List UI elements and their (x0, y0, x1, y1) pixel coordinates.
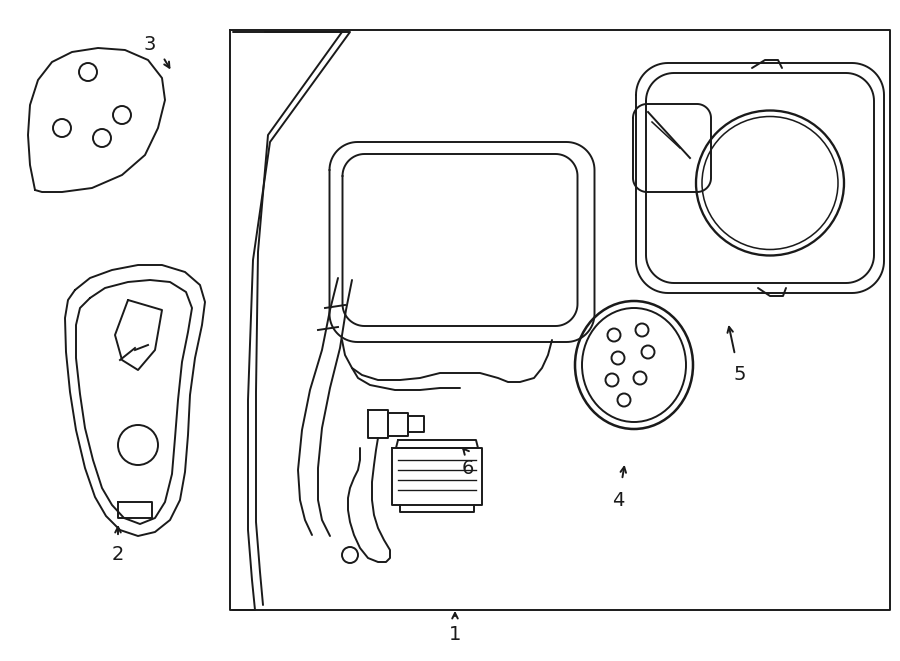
Text: 1: 1 (449, 625, 461, 644)
Text: 3: 3 (144, 36, 157, 54)
Text: 4: 4 (612, 490, 625, 510)
Text: 5: 5 (734, 366, 746, 385)
Text: 2: 2 (112, 545, 124, 564)
Text: 6: 6 (462, 459, 474, 477)
